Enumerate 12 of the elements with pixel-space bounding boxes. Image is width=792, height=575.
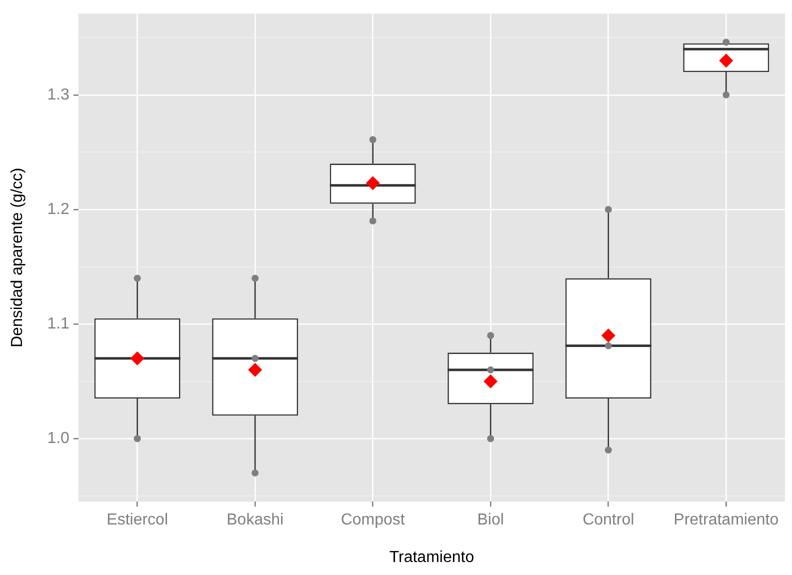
y-tick-label: 1.0 (47, 430, 70, 447)
x-tick-label: Compost (340, 512, 406, 529)
x-tick-label: Biol (477, 512, 504, 529)
x-tick-label: Pretratamiento (674, 512, 779, 529)
y-tick-label: 1.1 (47, 315, 70, 332)
x-tick-label: Control (582, 512, 634, 529)
y-tick-label: 1.3 (47, 86, 70, 104)
x-axis-title: Tratamiento (389, 548, 474, 566)
y-axis-title: Densidad aparente (g/cc) (9, 168, 26, 348)
x-tick-label: Bokashi (226, 512, 284, 529)
y-tick-label: 1.2 (47, 200, 70, 218)
x-tick-label: Estiercol (106, 512, 168, 529)
